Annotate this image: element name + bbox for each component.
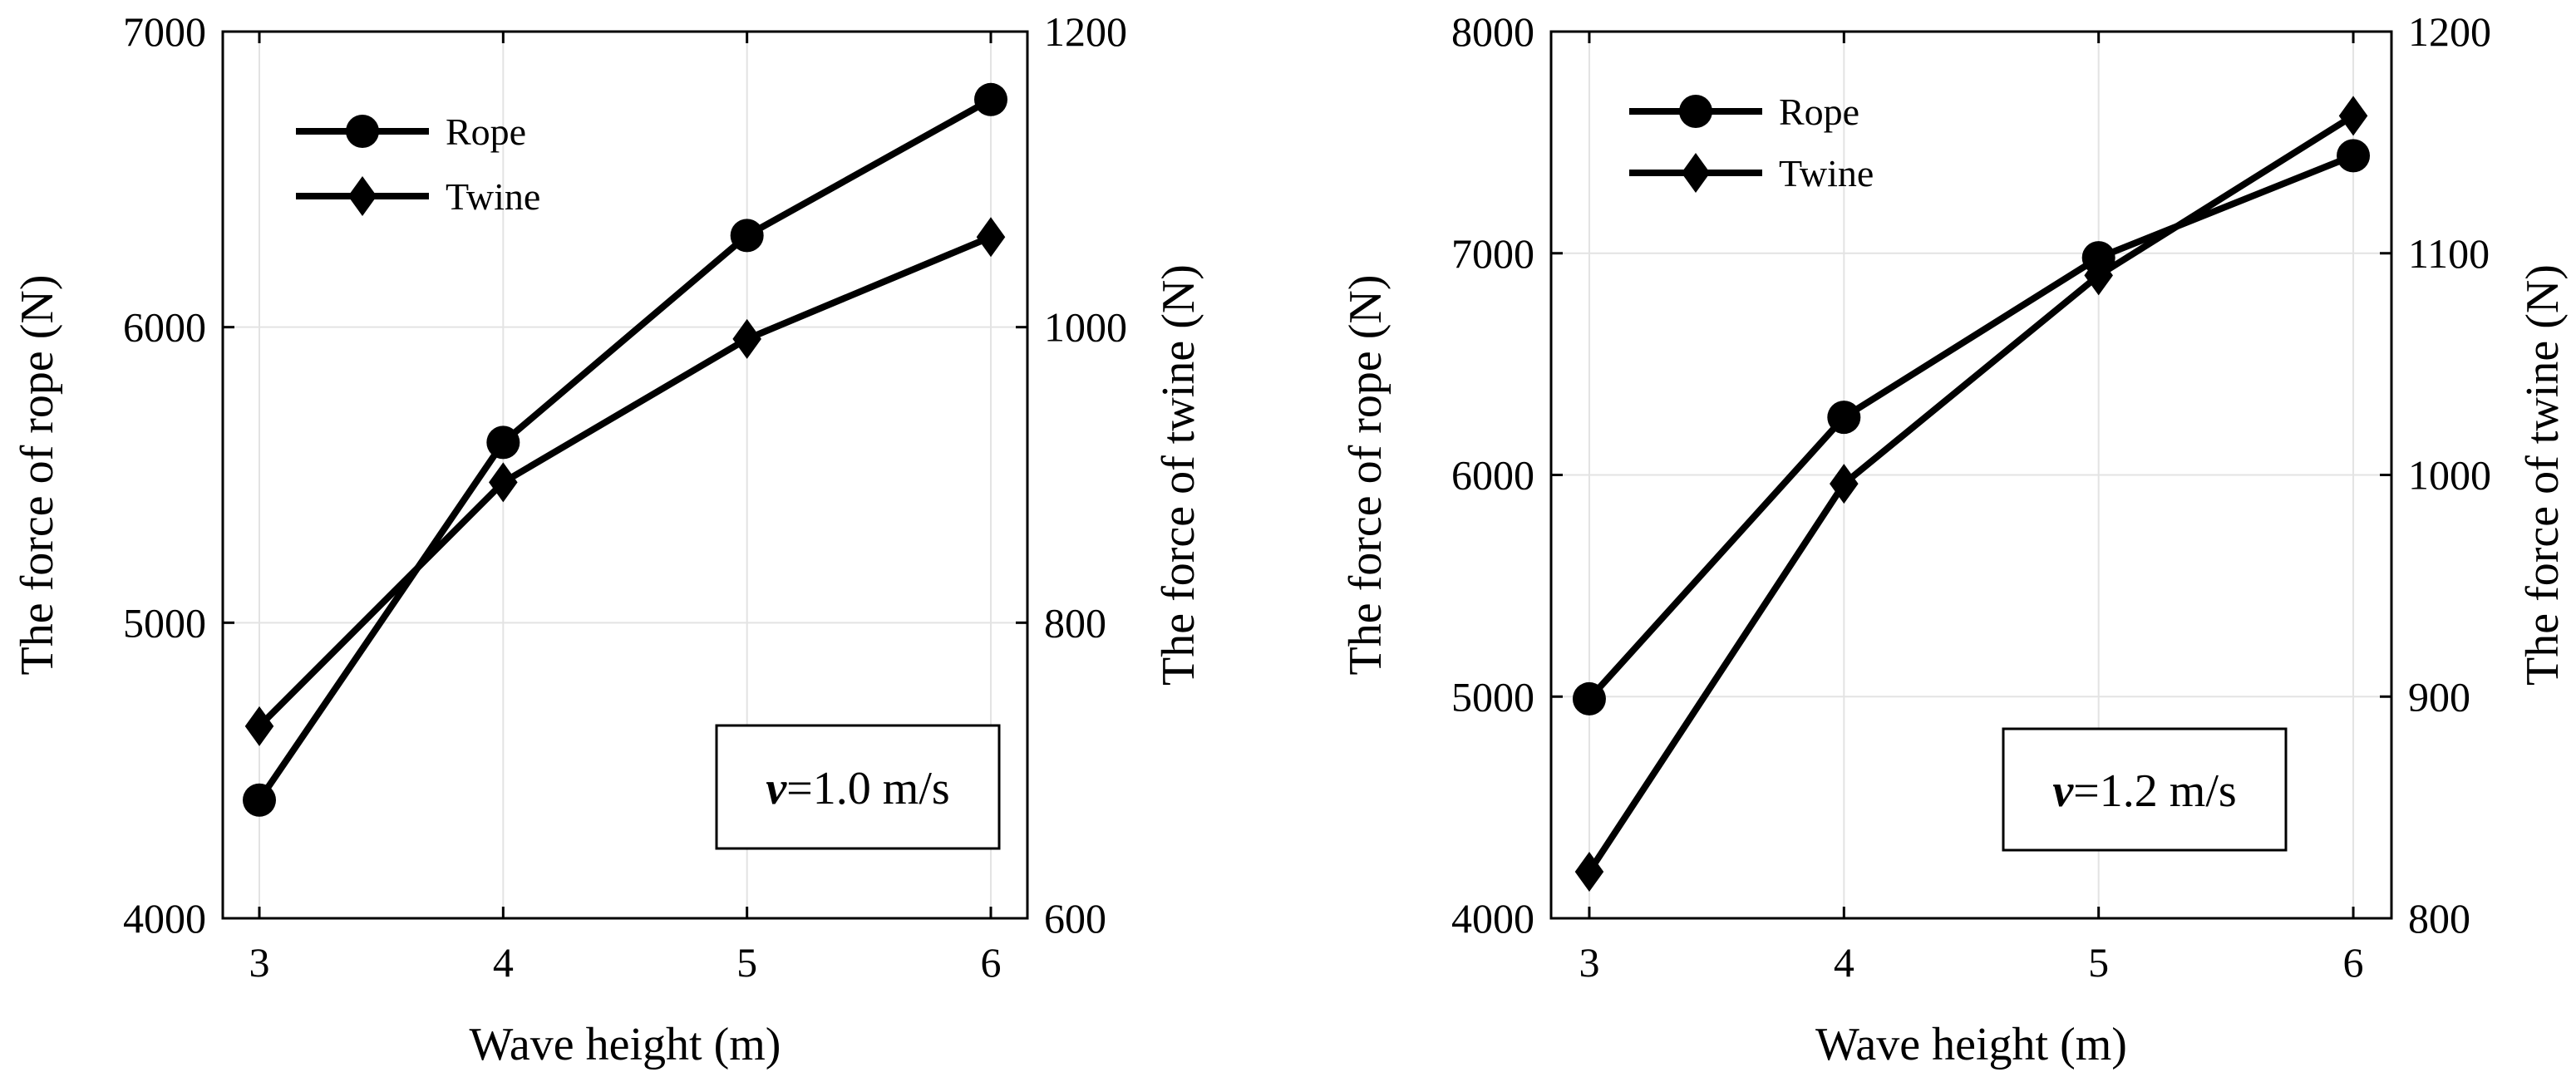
x-tick-label: 6: [981, 939, 1002, 986]
twine-marker: [732, 318, 761, 359]
twine-marker: [2084, 255, 2113, 296]
twine-line: [1586, 112, 2356, 874]
legend-marker-twine: [347, 176, 377, 216]
x-tick-label: 3: [1579, 939, 1599, 986]
series-twine: [244, 217, 1006, 746]
y2-tick-label: 1000: [1044, 304, 1127, 351]
x-tick-label: 4: [493, 939, 514, 986]
x-tick-label: 3: [249, 939, 270, 986]
rope-marker: [1827, 401, 1861, 435]
twine-marker: [1574, 851, 1604, 892]
legend-label-rope: Rope: [1779, 91, 1859, 133]
y2-tick-label: 800: [2408, 895, 2470, 942]
rope-line: [1586, 152, 2355, 701]
legend-marker-twine: [1681, 153, 1711, 193]
twine-marker: [244, 706, 274, 746]
y2-axis-label: The force of twine (N): [2517, 264, 2569, 686]
y-tick-label: 7000: [123, 8, 206, 55]
x-tick-label: 5: [736, 939, 757, 986]
y-tick-label: 4000: [1451, 895, 1534, 942]
twine-marker: [1830, 464, 1859, 504]
rope-marker: [243, 783, 276, 817]
velocity-annotation: v=1.2 m/s: [2002, 727, 2288, 852]
legend: Rope Twine: [1629, 91, 1874, 194]
rope-line: [256, 96, 992, 802]
annotation-text: v=1.2 m/s: [2052, 765, 2236, 817]
x-axis-label: Wave height (m): [1815, 1019, 2127, 1070]
twine-marker: [2338, 96, 2368, 136]
legend-marker-rope: [1679, 95, 1712, 128]
rope-marker: [1572, 681, 1606, 716]
rope-marker: [730, 219, 764, 253]
annotation-text: v=1.0 m/s: [766, 763, 949, 814]
y2-tick-label: 1100: [2408, 230, 2490, 277]
rope-marker: [486, 425, 520, 460]
series-twine: [1574, 96, 2368, 892]
y2-tick-label: 1000: [2408, 452, 2491, 499]
y2-tick-label: 600: [1044, 895, 1106, 942]
y2-axis-label: The force of twine (N): [1153, 264, 1204, 686]
y2-tick-label: 800: [1044, 599, 1106, 646]
y-axis-label: The force of rope (N): [12, 275, 63, 676]
y-tick-label: 8000: [1451, 8, 1534, 55]
y-tick-label: 6000: [123, 304, 206, 351]
y-tick-label: 6000: [1451, 452, 1534, 499]
x-tick-label: 5: [2088, 939, 2109, 986]
annotation-variable: v: [766, 763, 787, 814]
legend: Rope Twine: [296, 111, 540, 218]
rope-marker: [974, 82, 1007, 116]
legend-marker-rope: [346, 115, 379, 148]
y-tick-label: 5000: [1451, 673, 1534, 720]
plot-frame: [221, 30, 1029, 920]
annotation-box: [715, 724, 1001, 850]
annotation-value: =1.2 m/s: [2073, 765, 2237, 817]
chart-2: 3 4 5 6 4000 5000 6000 7000 8000 800 900 1000 1100 12…: [1340, 8, 2569, 1070]
y2-tick-label: 1200: [2408, 8, 2491, 55]
series-rope: [243, 82, 1007, 817]
twine-marker: [489, 462, 518, 503]
y2-tick-label: 1200: [1044, 8, 1127, 55]
x-tick-label: 6: [2343, 939, 2364, 986]
twine-marker: [976, 217, 1006, 258]
y-tick-label: 5000: [123, 599, 206, 646]
y-tick-label: 4000: [123, 895, 206, 942]
annotation-variable: v: [2052, 765, 2074, 817]
annotation-value: =1.0 m/s: [786, 763, 950, 814]
series-rope: [1572, 139, 2371, 716]
y-axis-label: The force of rope (N): [1340, 275, 1391, 676]
velocity-annotation: v=1.0 m/s: [715, 724, 1001, 850]
legend-label-twine: Twine: [446, 175, 540, 218]
x-axis-label: Wave height (m): [470, 1019, 781, 1070]
x-tick-label: 4: [1834, 939, 1854, 986]
chart-1: 3 4 5 6 4000 5000 6000 7000 600 800 1000 1200 Wave h…: [12, 8, 1204, 1070]
legend-label-twine: Twine: [1779, 152, 1874, 194]
legend-label-rope: Rope: [446, 111, 526, 153]
twine-line: [257, 234, 992, 729]
annotation-box: [2002, 727, 2288, 852]
y2-tick-label: 900: [2408, 673, 2470, 720]
rope-marker: [2337, 139, 2371, 173]
y-tick-label: 7000: [1451, 230, 1534, 277]
